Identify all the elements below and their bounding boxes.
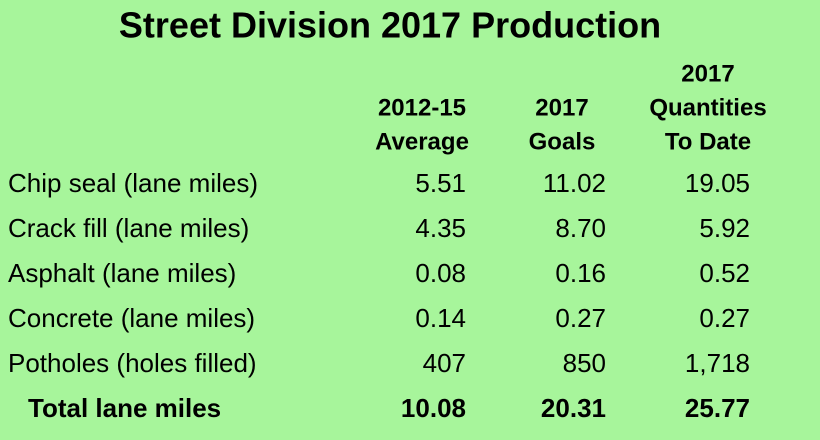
cell-value: 0.16 (555, 258, 606, 288)
column-header: Average (375, 128, 469, 155)
cell-value: 5.92 (699, 213, 750, 243)
row-label: Crack fill (lane miles) (8, 213, 249, 243)
total-value: 10.08 (401, 393, 466, 423)
cell-value: 1,718 (685, 348, 750, 378)
row-label: Chip seal (lane miles) (8, 168, 258, 198)
cell-value: 11.02 (543, 168, 606, 198)
cell-value: 5.51 (415, 168, 466, 198)
cell-value: 0.08 (415, 258, 466, 288)
column-header: 2017 (681, 60, 734, 87)
column-header: Goals (529, 128, 596, 155)
cell-value: 19.05 (685, 168, 750, 198)
cell-value: 0.27 (555, 303, 606, 333)
cell-value: 0.14 (415, 303, 466, 333)
cell-value: 0.27 (699, 303, 750, 333)
cell-value: 850 (563, 348, 606, 378)
total-label: Total lane miles (28, 393, 221, 423)
row-label: Potholes (holes filled) (8, 348, 257, 378)
cell-value: 407 (423, 348, 466, 378)
total-value: 25.77 (685, 393, 750, 423)
cell-value: 0.52 (699, 258, 750, 288)
cell-value: 8.70 (555, 213, 606, 243)
total-value: 20.31 (541, 393, 606, 423)
row-label: Asphalt (lane miles) (8, 258, 236, 288)
column-header: Quantities (649, 94, 766, 121)
cell-value: 4.35 (415, 213, 466, 243)
column-header: 2017 (535, 94, 588, 121)
column-header: To Date (665, 128, 751, 155)
title: Street Division 2017 Production (119, 5, 661, 46)
row-label: Concrete (lane miles) (8, 303, 255, 333)
column-header: 2012-15 (378, 94, 466, 121)
